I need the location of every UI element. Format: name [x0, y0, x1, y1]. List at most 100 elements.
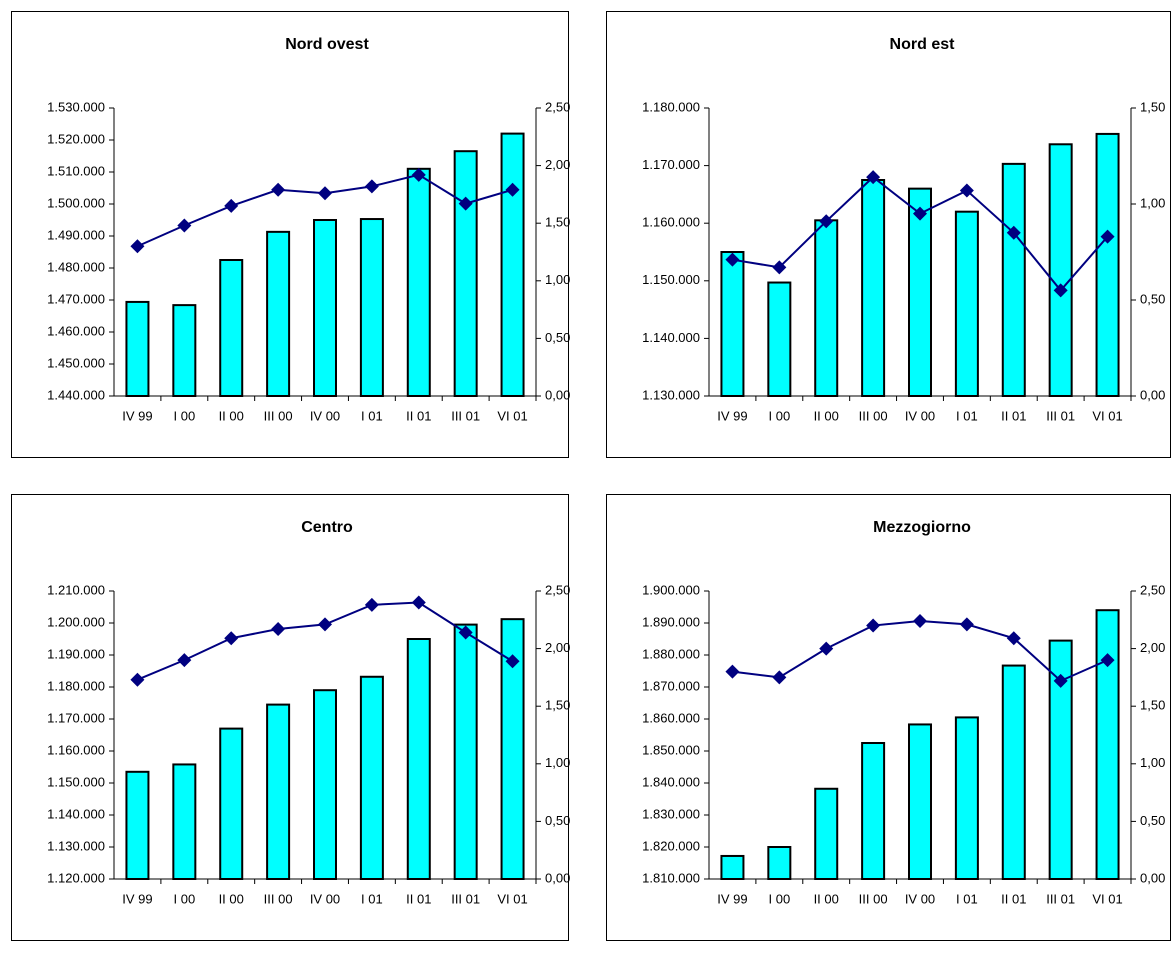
x-tick-label: II 00: [219, 891, 244, 906]
y2-tick-label: 2,50: [1140, 582, 1165, 597]
bar: [720, 251, 745, 397]
y-tick-label: 1.440.000: [47, 387, 105, 402]
x-tick-label: II 01: [406, 408, 431, 423]
bar: [814, 787, 839, 881]
y2-tick-label: 0,50: [1140, 291, 1165, 306]
y2-tick-label: 1,00: [545, 755, 570, 770]
y2-tick-label: 0,00: [1140, 387, 1165, 402]
y-tick-label: 1.210.000: [47, 582, 105, 597]
y-tick-label: 1.140.000: [47, 806, 105, 821]
y-tick-label: 1.170.000: [642, 157, 700, 172]
y-tick-label: 1.130.000: [47, 838, 105, 853]
bar: [219, 259, 244, 397]
y-tick-label: 1.150.000: [47, 774, 105, 789]
marker: [1006, 631, 1021, 646]
x-tick-label: III 01: [451, 408, 480, 423]
y2-tick-label: 1,50: [1140, 698, 1165, 713]
x-tick-label: IV 99: [717, 408, 747, 423]
chart-title: Centro: [301, 519, 353, 536]
y-tick-label: 1.200.000: [47, 614, 105, 629]
x-tick-label: IV 00: [905, 891, 935, 906]
y-tick-label: 1.160.000: [642, 215, 700, 230]
y2-tick-label: 0,00: [545, 387, 570, 402]
x-tick-label: III 01: [1046, 891, 1075, 906]
bar: [1095, 132, 1120, 397]
x-tick-label: VI 01: [1092, 891, 1122, 906]
marker: [1006, 225, 1021, 240]
y2-tick-label: 2,00: [545, 640, 570, 655]
bar: [954, 210, 979, 397]
chart-title: Nord est: [890, 36, 956, 53]
x-tick-label: IV 00: [905, 408, 935, 423]
x-tick-label: II 01: [1001, 891, 1026, 906]
marker: [364, 597, 379, 612]
bar: [172, 304, 197, 397]
bar: [861, 742, 886, 880]
y-tick-label: 1.500.000: [47, 195, 105, 210]
x-tick-label: I 00: [173, 408, 195, 423]
y2-tick-label: 0,00: [545, 870, 570, 885]
bar: [219, 727, 244, 880]
y-tick-label: 1.510.000: [47, 163, 105, 178]
y-tick-label: 1.880.000: [642, 646, 700, 661]
marker: [505, 182, 520, 197]
y2-tick-label: 0,50: [1140, 813, 1165, 828]
x-tick-label: IV 99: [717, 891, 747, 906]
x-tick-label: I 00: [173, 891, 195, 906]
marker: [913, 206, 927, 221]
x-tick-label: I 00: [768, 408, 790, 423]
bar: [767, 281, 792, 398]
x-tick-label: III 01: [1046, 408, 1075, 423]
x-tick-label: I 01: [956, 408, 978, 423]
x-tick-label: III 00: [859, 408, 888, 423]
bar: [406, 167, 431, 397]
x-tick-label: VI 01: [497, 891, 527, 906]
x-tick-label: IV 99: [122, 408, 152, 423]
marker: [411, 595, 426, 610]
marker: [1100, 653, 1115, 668]
y-tick-label: 1.850.000: [642, 742, 700, 757]
y-tick-label: 1.490.000: [47, 227, 105, 242]
bar: [125, 300, 150, 398]
y-tick-label: 1.180.000: [47, 678, 105, 693]
bar: [908, 723, 932, 880]
y2-tick-label: 2,50: [545, 582, 570, 597]
marker: [725, 664, 740, 679]
marker: [130, 239, 145, 254]
y-tick-label: 1.150.000: [642, 272, 700, 287]
x-tick-label: III 00: [264, 891, 293, 906]
y-tick-label: 1.170.000: [47, 710, 105, 725]
marker: [959, 183, 974, 198]
bar: [500, 132, 525, 397]
marker: [177, 218, 192, 233]
y-tick-label: 1.840.000: [642, 774, 700, 789]
bar: [453, 150, 478, 397]
y-tick-label: 1.130.000: [642, 387, 700, 402]
bar: [453, 623, 478, 880]
x-tick-label: III 01: [451, 891, 480, 906]
y-tick-label: 1.480.000: [47, 259, 105, 274]
marker: [318, 617, 332, 632]
marker: [177, 653, 192, 668]
y-tick-label: 1.900.000: [642, 582, 700, 597]
marker: [224, 198, 239, 213]
y-tick-label: 1.190.000: [47, 646, 105, 661]
y2-tick-label: 1,50: [545, 215, 570, 230]
y-tick-label: 1.530.000: [47, 99, 105, 114]
bar: [720, 854, 745, 881]
bar: [1048, 143, 1073, 397]
x-tick-label: VI 01: [1092, 408, 1122, 423]
y2-tick-label: 2,00: [1140, 640, 1165, 655]
bar: [954, 716, 979, 881]
marker: [458, 625, 473, 640]
marker: [411, 167, 426, 182]
marker: [271, 182, 286, 197]
y-tick-label: 1.140.000: [642, 330, 700, 345]
bar: [1001, 162, 1026, 397]
x-tick-label: III 00: [264, 408, 293, 423]
marker: [271, 622, 286, 637]
y-tick-label: 1.180.000: [642, 99, 700, 114]
y2-tick-label: 0,50: [545, 813, 570, 828]
